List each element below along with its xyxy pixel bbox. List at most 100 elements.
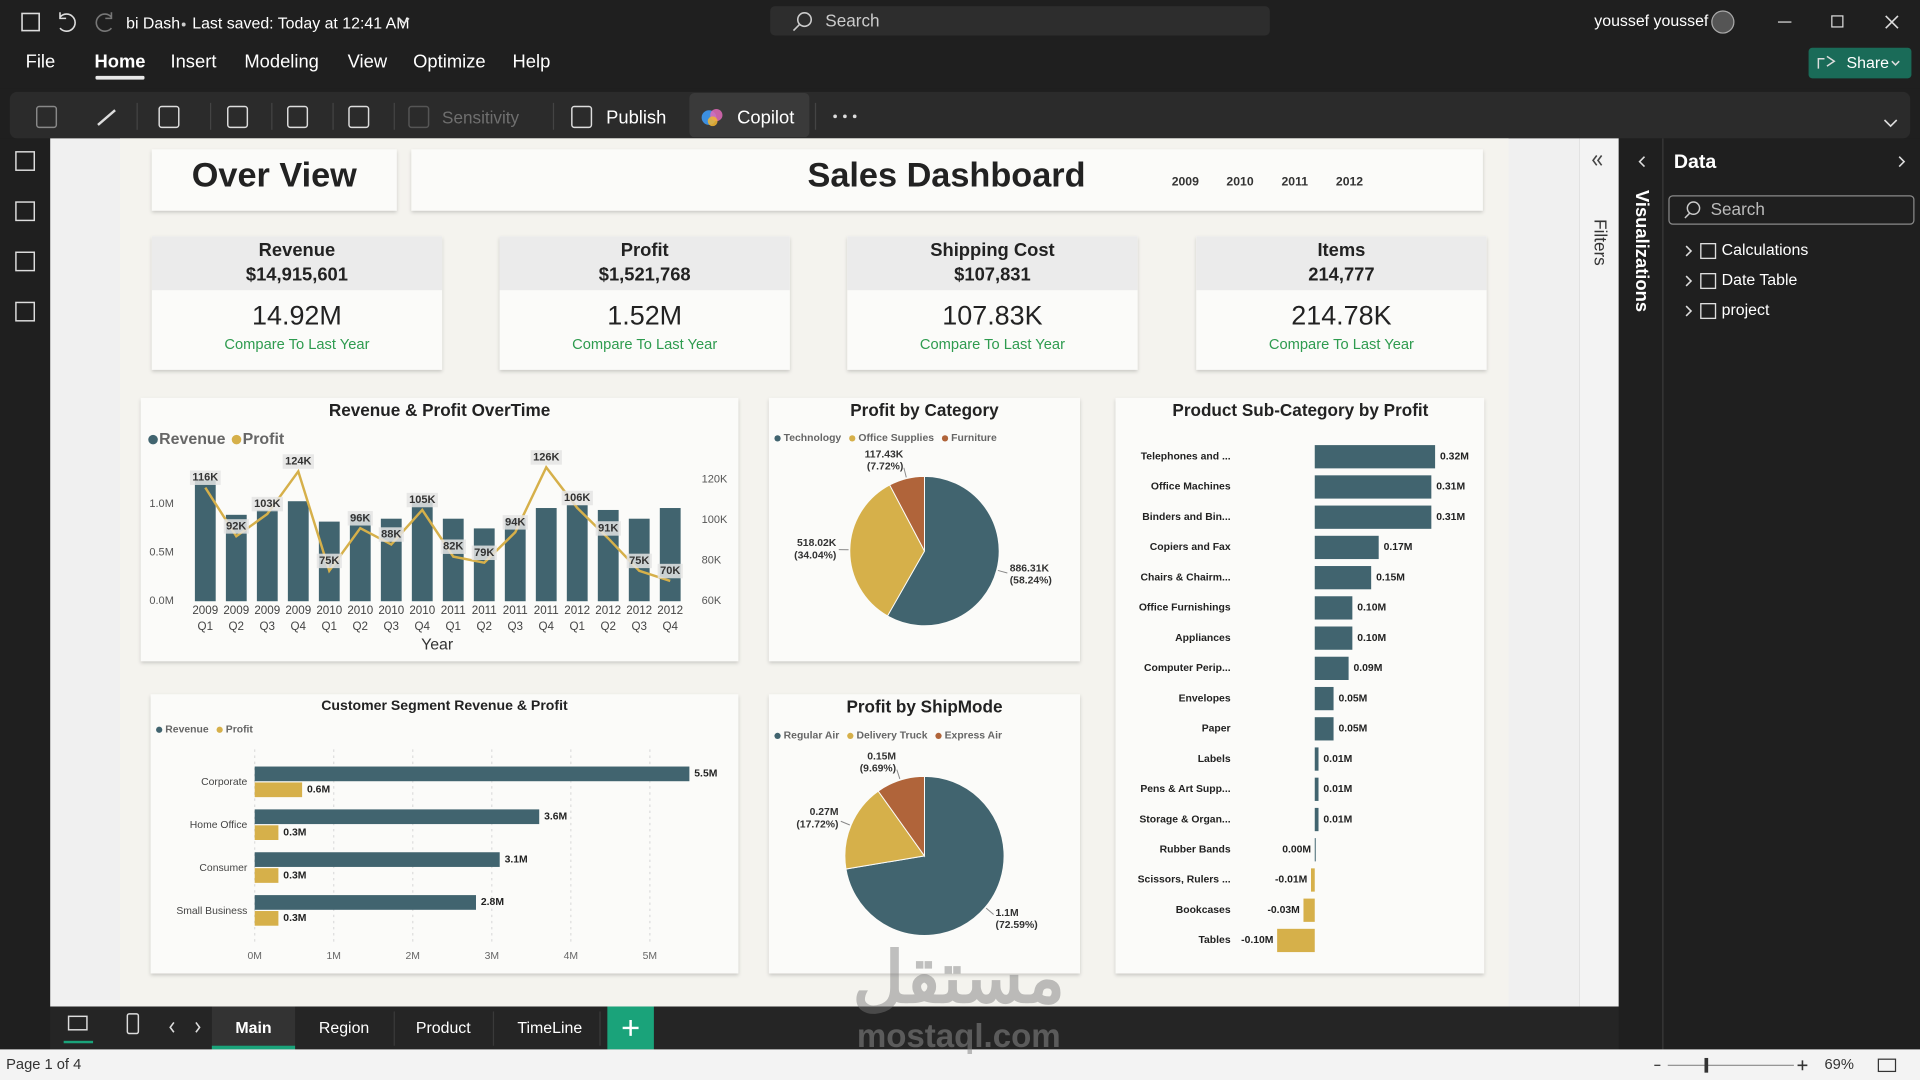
page-indicator: Page 1 of 4 <box>6 1057 81 1073</box>
data-label: -0.03M <box>1267 905 1299 916</box>
table-expand-chevron[interactable] <box>1685 305 1693 317</box>
data-label-bg <box>440 539 466 554</box>
year-slicer-item[interactable]: 2012 <box>1336 175 1363 189</box>
legend-marker <box>231 434 242 445</box>
view-icon[interactable] <box>15 151 36 171</box>
user-avatar[interactable] <box>1711 10 1735 34</box>
table-icon <box>1700 273 1717 290</box>
category-label: Pens & Art Supp... <box>1140 784 1230 795</box>
menu-item[interactable]: Insert <box>171 50 217 71</box>
profit-bar <box>1314 777 1319 801</box>
page-tab[interactable]: TimeLine <box>517 1020 582 1037</box>
prev-page[interactable] <box>169 1021 175 1033</box>
mobile-view-icon[interactable] <box>126 1013 140 1035</box>
table-expand-chevron[interactable] <box>1685 275 1693 287</box>
menu-item[interactable]: Optimize <box>413 50 485 71</box>
save-menu-chevron[interactable] <box>398 17 410 25</box>
data-label: 0.6M <box>307 785 330 796</box>
filters-label[interactable]: Filters <box>1591 219 1611 266</box>
page-tab[interactable]: Product <box>416 1020 471 1037</box>
data-label: 0.01M <box>1323 814 1352 825</box>
data-label: 79K <box>474 547 494 559</box>
page-tab[interactable]: Main <box>235 1020 271 1037</box>
legend-marker <box>847 732 854 740</box>
next-page[interactable] <box>195 1021 201 1033</box>
table-name[interactable]: Calculations <box>1722 242 1809 259</box>
fit-page-icon[interactable] <box>1877 1058 1897 1073</box>
zoom-thumb[interactable] <box>1704 1057 1709 1073</box>
ribbon-icon[interactable] <box>36 105 58 129</box>
data-search-box[interactable] <box>1668 195 1915 225</box>
redo-icon[interactable] <box>95 12 113 33</box>
x-tick-year: 2011 <box>503 604 528 617</box>
kpi-note: Compare To Last Year <box>1269 337 1414 353</box>
copilot-icon-c <box>707 116 718 127</box>
leader-line <box>840 820 851 826</box>
undo-icon[interactable] <box>59 12 76 33</box>
table-icon <box>1700 303 1717 320</box>
menu-item[interactable]: Help <box>513 50 551 71</box>
year-slicer-item[interactable]: 2009 <box>1172 175 1199 189</box>
copilot-label[interactable]: Copilot <box>737 107 794 128</box>
view-icon[interactable] <box>15 301 36 322</box>
category-label: Consumer <box>199 863 247 874</box>
segment-bar <box>254 895 476 910</box>
save-icon[interactable] <box>21 12 40 32</box>
copilot-button-bg[interactable] <box>689 93 810 138</box>
data-label: 0.10M <box>1357 603 1386 614</box>
chart-title: Profit by Category <box>850 400 999 420</box>
publish-button[interactable]: Publish <box>606 107 666 128</box>
category-label: Bookcases <box>1176 905 1231 916</box>
ribbon-icon[interactable] <box>348 105 370 129</box>
filters-collapse[interactable] <box>1592 155 1603 166</box>
desktop-view-icon[interactable] <box>67 1015 88 1031</box>
table-expand-chevron[interactable] <box>1685 245 1693 257</box>
zoom-in[interactable] <box>1797 1060 1808 1071</box>
view-icon[interactable] <box>15 251 36 272</box>
table-name[interactable]: Date Table <box>1722 272 1798 289</box>
data-label: 0.3M <box>283 870 306 881</box>
year-slicer-item[interactable]: 2010 <box>1226 175 1253 189</box>
table-name[interactable]: project <box>1722 302 1770 319</box>
data-label: 96K <box>350 512 370 524</box>
visualizations-pane <box>1618 138 1663 1050</box>
pie-slice <box>886 475 1000 627</box>
view-icon[interactable] <box>15 201 36 222</box>
search-box[interactable] <box>770 6 1270 36</box>
profit-bar <box>1314 747 1319 771</box>
x-tick-year: 2012 <box>564 604 590 617</box>
sensitivity-button[interactable]: Sensitivity <box>442 107 520 127</box>
menu-item[interactable]: View <box>348 50 388 71</box>
year-slicer-item[interactable]: 2011 <box>1282 175 1309 189</box>
menu-item[interactable]: Home <box>94 50 145 71</box>
x-axis-title: Year <box>421 637 454 654</box>
profit-bar <box>1314 807 1319 832</box>
visualizations-collapse[interactable] <box>1638 156 1646 168</box>
category-label: Home Office <box>190 820 248 831</box>
ribbon-icon[interactable] <box>158 105 180 129</box>
menu-item[interactable]: Modeling <box>244 50 319 71</box>
ribbon-icon[interactable] <box>408 105 430 129</box>
x-tick-year: 2010 <box>347 604 373 617</box>
page-tab[interactable]: Region <box>319 1020 369 1037</box>
x-tick-label: 0M <box>247 951 261 962</box>
visualizations-label[interactable]: Visualizations <box>1632 190 1653 312</box>
data-label: 0.3M <box>283 827 306 838</box>
data-label-bg <box>223 519 249 534</box>
ribbon-collapse-chevron[interactable] <box>1883 119 1898 128</box>
profit-bar <box>1310 868 1315 892</box>
restore-button[interactable] <box>1831 15 1844 28</box>
menu-item[interactable]: File <box>26 50 56 71</box>
profit-bar <box>1303 898 1315 922</box>
ribbon-icon[interactable] <box>571 105 593 129</box>
x-tick-year: 2011 <box>534 604 559 617</box>
data-label: 886.31K <box>1010 563 1050 574</box>
close-button[interactable] <box>1885 15 1899 29</box>
segment-bar <box>254 766 690 782</box>
ribbon-icon[interactable] <box>227 105 249 129</box>
ribbon-icon[interactable] <box>287 105 309 129</box>
data-pane-expand[interactable] <box>1898 156 1906 168</box>
data-label: 0.32M <box>1440 451 1469 462</box>
profit-bar <box>1277 928 1315 953</box>
share-button[interactable] <box>1808 47 1912 79</box>
